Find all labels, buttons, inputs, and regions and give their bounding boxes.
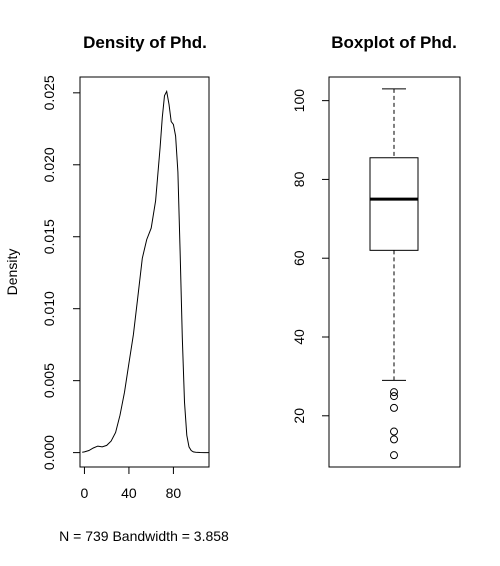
density-y-tick-label: 0.020 [41,147,57,182]
outlier-point [390,403,398,412]
density-title: Density of Phd. [83,33,207,52]
outlier-point [390,435,398,444]
boxplot-title: Boxplot of Phd. [331,33,457,52]
box [369,157,419,251]
boxplot-y-tick-label: 80 [291,171,307,187]
boxplot-y-axis: 20 40 60 80 100 [291,89,330,424]
density-curve [82,89,209,454]
density-y-tick-label: 0.010 [41,291,57,326]
boxplot-panel: Boxplot of Phd. 20 40 60 80 100 [291,33,461,468]
density-y-axis-label: Density [4,249,20,296]
density-y-tick-label: 0.005 [41,363,57,398]
density-x-tick-label: 80 [166,485,182,501]
density-y-tick-label: 0.025 [41,75,57,110]
density-x-tick-label: 40 [121,485,137,501]
density-y-tick-label: 0.015 [41,219,57,254]
boxplot-body [369,88,419,460]
density-y-tick-label: 0.000 [41,435,57,470]
density-y-axis: 0.000 0.005 0.010 0.015 0.020 0.025 [41,75,81,470]
density-plot-frame [79,76,210,468]
density-x-tick-label: 0 [81,485,89,501]
density-panel: Density of Phd. 0 40 80 0.0000.0050.0100.0… [4,33,229,544]
outlier-point [390,451,398,460]
density-x-axis-label: N = 739 Bandwidth = 3.858 [59,528,229,544]
density-x-axis: 0 40 80 [81,466,182,501]
outlier-point [390,392,398,401]
outlier-point [390,427,398,436]
outlier-point [390,388,398,397]
boxplot-y-tick-label: 60 [291,250,307,266]
boxplot-y-tick-label: 20 [291,408,307,424]
boxplot-y-tick-label: 100 [291,89,307,113]
boxplot-y-tick-label: 40 [291,329,307,345]
